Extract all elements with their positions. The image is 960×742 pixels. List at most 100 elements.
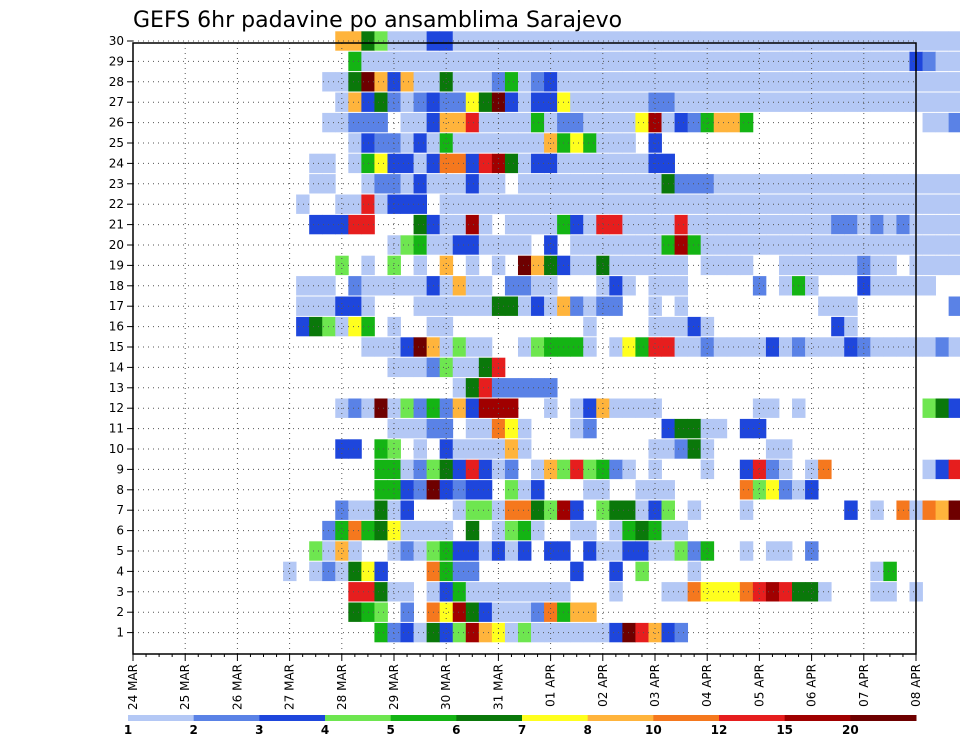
heatmap-cell [687,541,702,561]
heatmap-cell [739,459,754,480]
heatmap-cell [752,480,767,500]
x-tick-label: 07 APR [857,664,871,707]
heatmap-cell [478,112,493,133]
heatmap-cell [700,459,715,480]
y-tick-label: 23 [109,177,124,191]
heatmap-cell [739,31,754,51]
y-tick-label: 3 [116,585,124,599]
heatmap-cell [570,214,584,235]
heatmap-cell [504,439,519,459]
heatmap-cell [465,337,480,357]
heatmap-cell [687,418,702,439]
heatmap-cell [413,92,428,112]
heatmap-cell [687,316,702,337]
y-tick-label: 25 [109,136,124,150]
heatmap-cell [778,235,793,255]
y-axis: 1234567891011121314151617181920212223242… [109,34,133,640]
heatmap-cell [335,214,349,235]
heatmap-cell [778,582,793,602]
heatmap-cell [635,194,649,214]
heatmap-cell [374,153,388,174]
y-tick-label: 17 [109,299,124,313]
heatmap-cell [622,459,636,480]
heatmap-cell [713,72,728,92]
heatmap-cell [739,72,754,92]
heatmap-cell [857,214,871,235]
heatmap-cell [739,174,754,194]
heatmap-cell [348,92,362,112]
heatmap-cell [805,480,819,500]
heatmap-cell [844,337,858,357]
heatmap-cell [439,602,454,622]
heatmap-cell [465,214,480,235]
heatmap-cell [648,480,662,500]
heatmap-cell [374,480,388,500]
heatmap-cell [413,214,428,235]
heatmap-cell [883,337,897,357]
heatmap-cell [765,31,780,51]
heatmap-cell [439,51,454,72]
heatmap-cell [374,622,388,643]
heatmap-cell [504,602,519,622]
heatmap-cell [478,622,493,643]
heatmap-cell [531,276,545,296]
heatmap-cell [504,133,519,153]
heatmap-cell [504,194,519,214]
heatmap-cell [648,316,662,337]
heatmap-cell [831,72,845,92]
x-tick-label: 03 APR [648,664,662,707]
heatmap-cell [504,541,519,561]
heatmap-cell [465,174,480,194]
heatmap-cell [818,582,832,602]
heatmap-cell [504,31,519,51]
heatmap-cell [570,255,584,276]
y-tick-label: 26 [109,116,124,130]
heatmap-cell [609,500,623,520]
heatmap-cell [374,439,388,459]
heatmap-cell [452,31,467,51]
heatmap-cell [452,153,467,174]
heatmap-cell [609,194,623,214]
heatmap-cell [635,337,649,357]
heatmap-cell [648,92,662,112]
heatmap-cell [452,174,467,194]
heatmap-cell [713,92,728,112]
heatmap-cell [583,112,597,133]
heatmap-cell [700,214,715,235]
heatmap-cell [765,51,780,72]
y-tick-label: 12 [109,401,124,415]
heatmap-cell [374,112,388,133]
heatmap-cell [452,214,467,235]
y-tick-label: 11 [109,422,124,436]
heatmap-cell [935,459,950,480]
heatmap-cell [935,214,950,235]
heatmap-cell [452,561,467,582]
heatmap-cell [635,480,649,500]
heatmap-cell [296,316,310,337]
heatmap-cell [439,480,454,500]
heatmap-cell [504,51,519,72]
heatmap-cell [609,174,623,194]
heatmap-cell [400,500,414,520]
heatmap-cell [478,439,493,459]
heatmap-cell [739,582,754,602]
heatmap-cell [857,255,871,276]
heatmap-cell [635,235,649,255]
x-tick-label: 05 APR [752,664,766,707]
heatmap-cell [452,112,467,133]
heatmap-cell [935,398,950,418]
heatmap-cell [531,31,545,51]
heatmap-cell [870,92,884,112]
heatmap-cell [348,214,362,235]
heatmap-cell [387,51,401,72]
heatmap-cell [400,112,414,133]
heatmap-cell [465,235,480,255]
heatmap-cell [400,602,414,622]
heatmap-cell [465,153,480,174]
heatmap-cell [570,31,584,51]
heatmap-cell [844,51,858,72]
heatmap-cell [400,51,414,72]
heatmap-cell [713,31,728,51]
heatmap-cell [739,194,754,214]
heatmap-cell [544,378,558,398]
